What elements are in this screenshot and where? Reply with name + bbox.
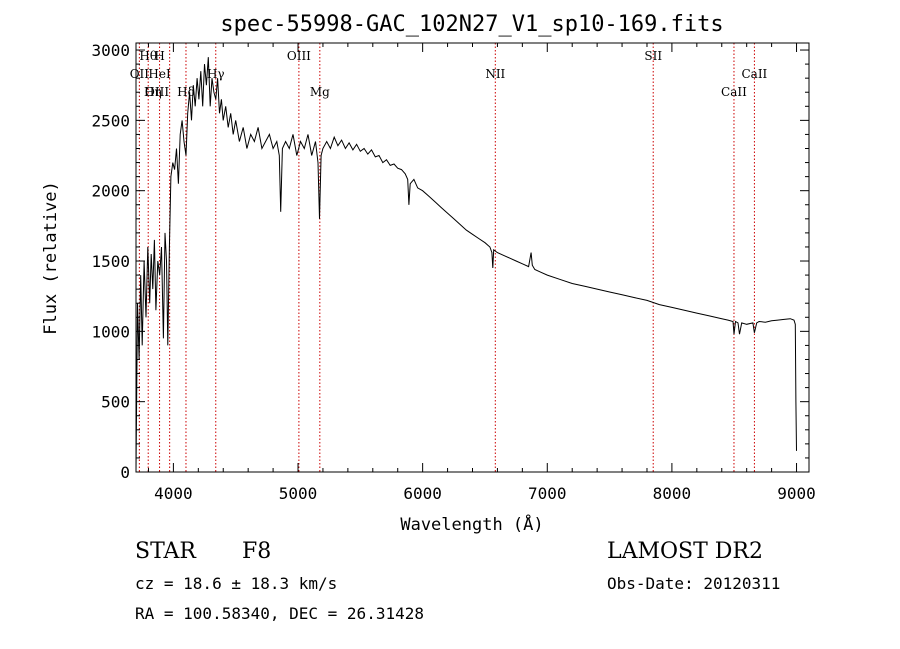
coordinates: RA = 100.58340, DEC = 26.31428 <box>135 604 424 623</box>
spectral-line-label: CaII <box>741 67 767 81</box>
spectral-line-label: OII <box>130 67 150 81</box>
spectral-line-label: Hθ <box>139 49 157 63</box>
x-tick-label: 4000 <box>154 484 193 503</box>
observation-date: Obs-Date: 20120311 <box>607 574 781 593</box>
y-tick-label: 500 <box>101 393 130 412</box>
x-tick-label: 9000 <box>777 484 816 503</box>
spectral-subclass: F8 <box>242 539 272 564</box>
spectral-line-label: Hδ <box>177 85 195 99</box>
plot-frame <box>135 42 810 473</box>
y-tick-label: 3000 <box>91 41 130 60</box>
y-tick-label: 2500 <box>91 111 130 130</box>
spectral-line-label: H <box>154 49 164 63</box>
spectral-line-label: SII <box>644 49 662 63</box>
x-tick-label: 6000 <box>403 484 442 503</box>
spectral-line-label: OIII <box>145 85 169 99</box>
spectrum-line <box>135 57 797 473</box>
y-tick-label: 2000 <box>91 182 130 201</box>
y-axis-label: Flux (relative) <box>41 181 61 335</box>
y-tick-label: 1000 <box>91 322 130 341</box>
y-tick-label: 1500 <box>91 252 130 271</box>
x-tick-label: 5000 <box>279 484 318 503</box>
x-tick-label: 7000 <box>528 484 567 503</box>
spectral-line-label: Hγ <box>207 67 225 81</box>
spectral-line-label: HeI <box>148 67 171 81</box>
spectral-line-label: Hη <box>144 85 162 99</box>
survey-release: LAMOST DR2 <box>607 539 763 564</box>
y-tick-label: 0 <box>120 463 130 482</box>
spectral-line-label: NII <box>485 67 505 81</box>
spectral-line-label: CaII <box>721 85 747 99</box>
chart-title: spec-55998-GAC_102N27_V1_sp10-169.fits <box>220 12 723 37</box>
x-tick-label: 8000 <box>653 484 692 503</box>
axes: 4000 5000 6000 7000 8000 9000 0 500 1000 1500 2000… <box>91 41 815 503</box>
x-axis-label: Wavelength (Å) <box>400 513 543 535</box>
spectral-line-label: Mg <box>310 85 330 99</box>
object-class: STAR <box>135 539 196 564</box>
redshift-velocity: cz = 18.6 ± 18.3 km/s <box>135 574 338 593</box>
spectral-line-label: OIII <box>287 49 311 63</box>
